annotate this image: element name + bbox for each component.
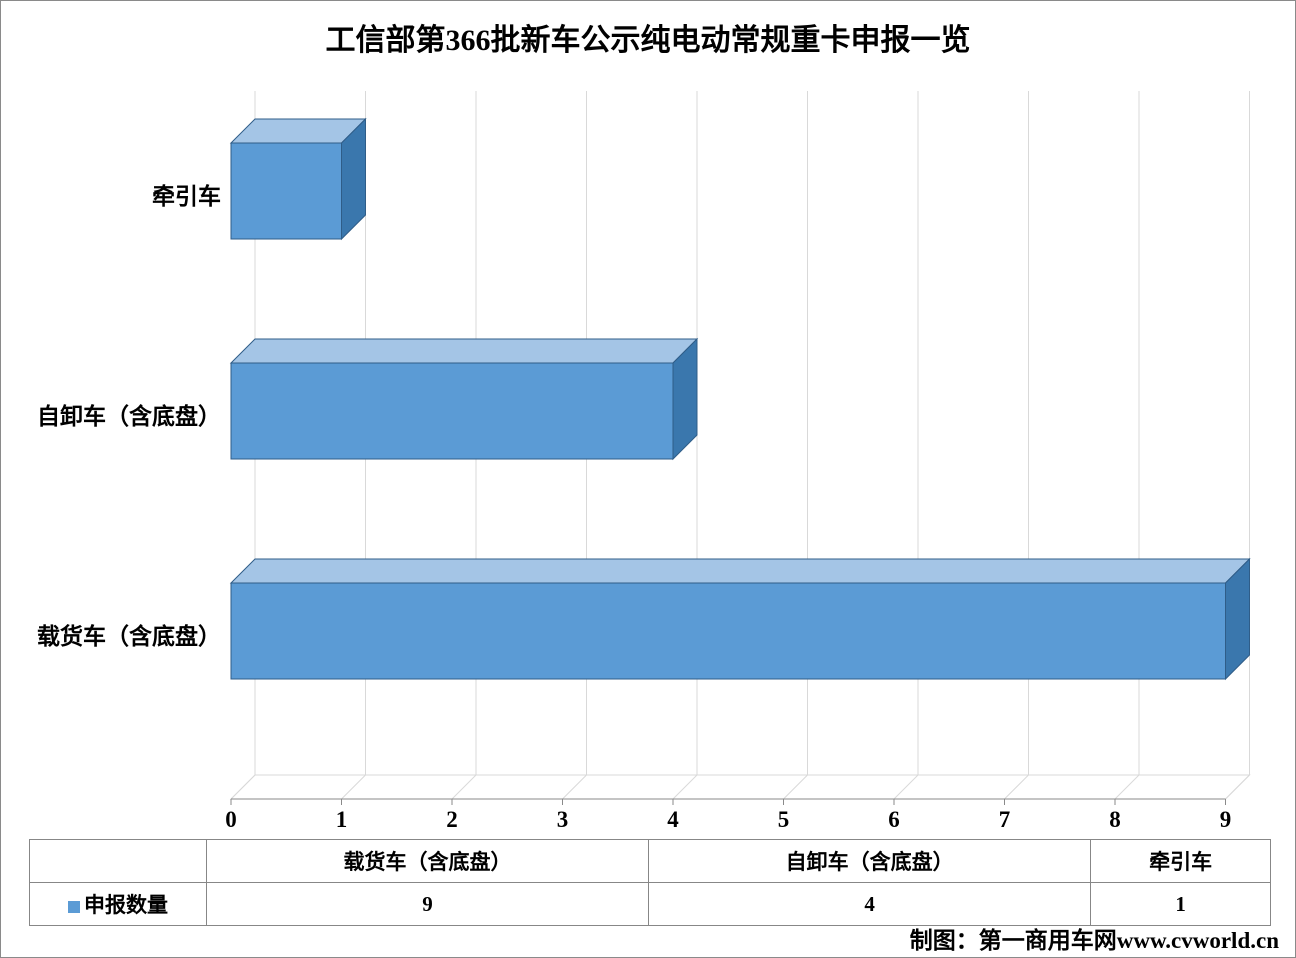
x-tick-label: 3	[543, 807, 583, 833]
x-tick-label: 0	[211, 807, 251, 833]
chart-frame: 工信部第366批新车公示纯电动常规重卡申报一览 牵引车自卸车（含底盘）载货车（含…	[0, 0, 1296, 958]
table-header-cell: 牵引车	[1091, 840, 1271, 883]
x-tick-label: 9	[1206, 807, 1246, 833]
table-header-cell: 自卸车（含底盘）	[649, 840, 1091, 883]
x-tick-label: 6	[874, 807, 914, 833]
bar-front	[231, 143, 342, 239]
bar-front	[231, 583, 1226, 679]
table-cell: 1	[1091, 883, 1271, 926]
table-cell: 4	[649, 883, 1091, 926]
bar-top	[231, 339, 697, 363]
table-header-row: 载货车（含底盘）自卸车（含底盘）牵引车	[30, 840, 1271, 883]
table-cell: 9	[207, 883, 649, 926]
x-tick-label: 1	[322, 807, 362, 833]
table-header-cell	[30, 840, 207, 883]
x-tick-label: 4	[653, 807, 693, 833]
data-table: 载货车（含底盘）自卸车（含底盘）牵引车申报数量 941	[29, 839, 1271, 926]
table-cell: 申报数量	[30, 883, 207, 926]
x-tick-label: 2	[432, 807, 472, 833]
y-tick-label: 自卸车（含底盘）	[37, 397, 221, 431]
x-tick-label: 8	[1095, 807, 1135, 833]
y-tick-label: 牵引车	[152, 177, 221, 211]
x-tick-label: 7	[985, 807, 1025, 833]
bar-top	[231, 559, 1250, 583]
table-row: 申报数量 941	[30, 883, 1271, 926]
chart-credit: 制图：第一商用车网www.cvworld.cn	[910, 921, 1279, 955]
table-header-cell: 载货车（含底盘）	[207, 840, 649, 883]
y-tick-label: 载货车（含底盘）	[37, 617, 221, 651]
legend-swatch	[68, 901, 80, 913]
bar-front	[231, 363, 673, 459]
x-tick-label: 5	[764, 807, 804, 833]
legend-label: 申报数量	[84, 893, 168, 917]
